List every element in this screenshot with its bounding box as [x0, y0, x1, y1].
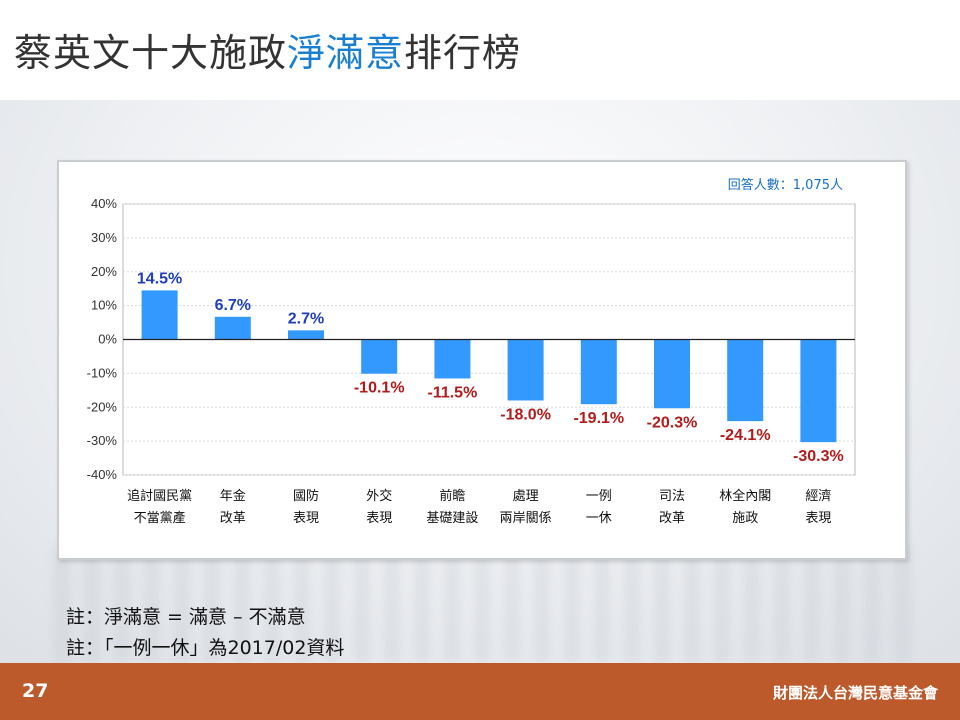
bar	[800, 339, 837, 443]
x-tick-label: 施政	[732, 511, 758, 526]
note-line: 註：淨滿意 = 滿意 – 不滿意	[66, 606, 306, 628]
y-tick-label: -10%	[87, 365, 118, 380]
x-tick-label: 司法	[659, 489, 685, 504]
crowd-silhouette-decoration	[40, 545, 920, 663]
x-tick-label: 林全內閣	[719, 488, 771, 504]
x-tick-label: 經濟	[805, 488, 831, 504]
data-label: -19.1%	[573, 410, 624, 427]
data-label: -24.1%	[720, 427, 771, 444]
y-tick-label: 20%	[91, 264, 117, 279]
bar	[507, 339, 544, 401]
x-tick-label: 一例	[586, 489, 612, 504]
data-label: -20.3%	[647, 414, 698, 431]
footer-bar: 27 財團法人台灣民意基金會	[0, 663, 960, 720]
x-tick-label: 前瞻	[439, 488, 465, 504]
bar	[288, 330, 324, 340]
title-prefix: 蔡英文十大施政	[14, 31, 288, 75]
x-tick-label: 改革	[659, 511, 685, 526]
x-tick-label: 表現	[293, 511, 319, 526]
x-tick-label: 外交	[366, 488, 392, 504]
x-tick-label: 兩岸關係	[500, 511, 552, 526]
y-tick-label: 30%	[91, 230, 117, 245]
bar	[580, 339, 617, 405]
bar	[214, 316, 251, 340]
note-line: 註：「一例一休」為2017/02資料	[66, 637, 345, 659]
organization-name: 財團法人台灣民意基金會	[772, 684, 938, 702]
bar	[361, 339, 398, 374]
x-tick-label: 改革	[220, 511, 246, 526]
x-tick-label: 表現	[805, 511, 831, 526]
x-tick-label: 國防	[293, 488, 319, 504]
title-bar: 蔡英文十大施政淨滿意排行榜	[0, 0, 960, 100]
data-label: 6.7%	[215, 297, 251, 314]
data-label: 2.7%	[288, 310, 324, 327]
title-suffix: 排行榜	[404, 31, 522, 75]
bar	[727, 339, 764, 422]
x-tick-label: 處理	[513, 489, 539, 504]
data-label: -10.1%	[354, 380, 405, 397]
data-label: -18.0%	[500, 406, 551, 423]
bar-chart: 40% 30% 20% 10% 0% -10% -20% -30% -40% 14.5% 追討國民黨…	[87, 196, 856, 526]
x-tick-label: 表現	[366, 511, 392, 526]
y-tick-label: -40%	[87, 467, 118, 482]
bar	[654, 339, 690, 409]
y-tick-label: 40%	[91, 196, 117, 211]
bar	[434, 339, 471, 379]
y-tick-label: -20%	[87, 399, 118, 414]
y-tick-label: 0%	[98, 332, 117, 347]
data-label: 14.5%	[137, 270, 182, 287]
title-highlight: 淨滿意	[287, 31, 405, 75]
y-tick-label: -30%	[87, 433, 118, 448]
data-label: -30.3%	[793, 448, 844, 465]
x-tick-label: 一休	[586, 511, 612, 526]
page-title: 蔡英文十大施政淨滿意排行榜	[14, 22, 521, 77]
x-tick-label: 基礎建設	[426, 510, 478, 526]
page-number: 27	[22, 680, 49, 702]
x-tick-label: 不當黨產	[134, 510, 186, 526]
x-tick-label: 追討國民黨	[127, 488, 192, 504]
x-tick-label: 年金	[220, 488, 246, 504]
bar	[141, 290, 178, 340]
y-tick-label: 10%	[91, 298, 117, 313]
notes: 註：淨滿意 = 滿意 – 不滿意 註：「一例一休」為2017/02資料	[66, 602, 344, 664]
chart-panel: 回答人數：1,075人 40% 30% 20% 10% 0% -10% -20% -30% -4…	[57, 160, 907, 560]
data-label: -11.5%	[427, 384, 477, 401]
respondent-count: 回答人數：1,075人	[727, 178, 843, 193]
